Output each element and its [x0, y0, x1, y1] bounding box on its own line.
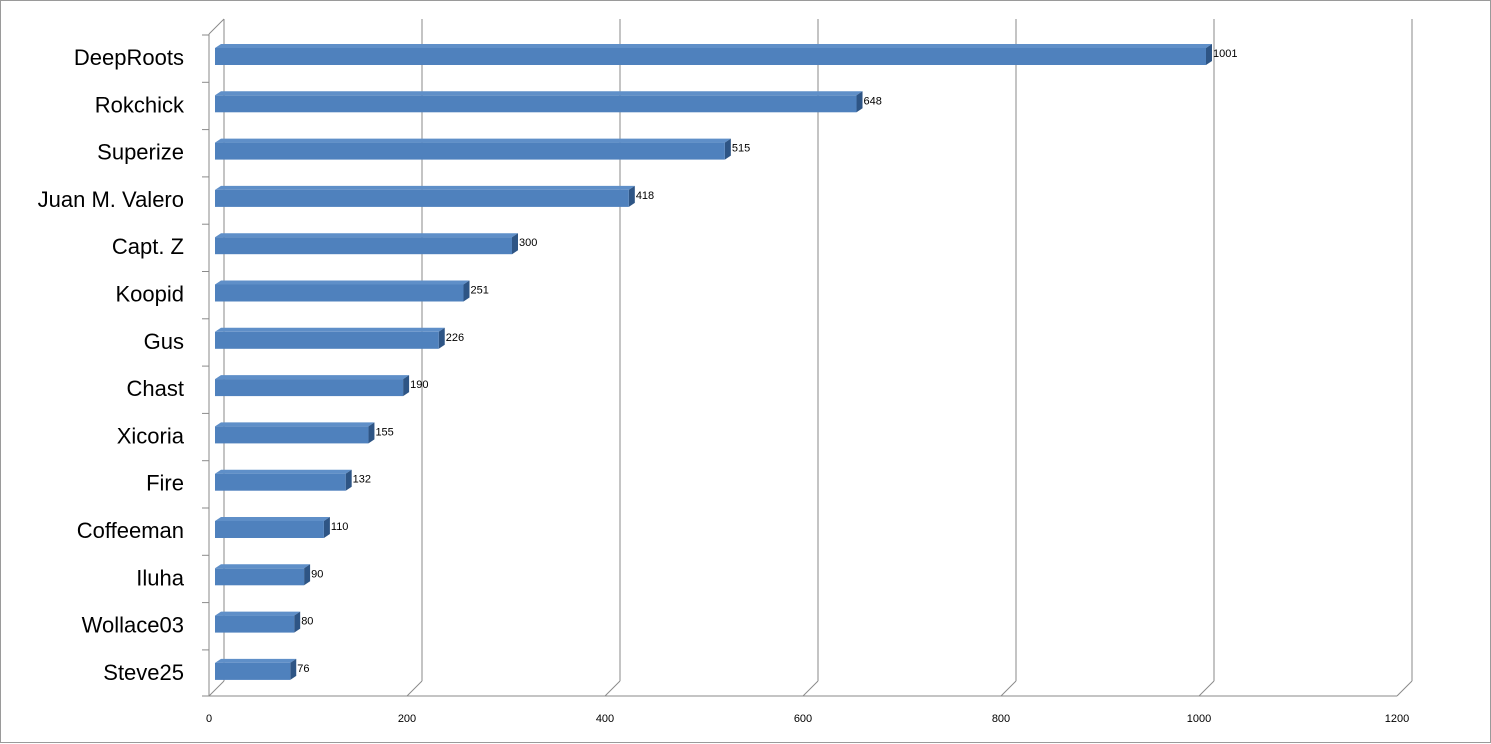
category-label: Superize: [97, 140, 184, 165]
data-label: 300: [519, 237, 537, 249]
bar-top: [215, 91, 863, 96]
bars: [215, 44, 1212, 680]
x-tick-label: 1000: [1187, 713, 1211, 725]
bar: [215, 237, 512, 255]
bar: [215, 426, 369, 444]
bar-top: [215, 185, 635, 190]
bar-top: [215, 375, 410, 380]
floor-tick-line: [406, 680, 423, 697]
bar: [215, 615, 295, 633]
data-label: 90: [311, 568, 323, 580]
x-tick-label: 600: [794, 713, 812, 725]
bar: [215, 142, 725, 160]
bar-top: [215, 658, 297, 663]
bar-top: [215, 564, 311, 569]
floor-tick-line: [208, 680, 225, 697]
bar: [215, 521, 324, 538]
x-tick-label: 800: [992, 713, 1010, 725]
category-label: Steve25: [103, 660, 184, 685]
category-label: Iluha: [136, 565, 184, 590]
bar: [215, 379, 404, 397]
data-label: 1001: [1213, 48, 1237, 60]
data-label: 155: [375, 426, 393, 438]
bar-top: [215, 280, 470, 285]
data-label: 132: [353, 474, 371, 486]
data-label: 226: [446, 332, 464, 344]
bar-top: [215, 233, 518, 238]
data-label: 418: [636, 190, 654, 202]
bar-top: [215, 327, 445, 332]
bar-side: [294, 611, 301, 633]
category-label: Koopid: [115, 282, 184, 307]
category-label: Coffeeman: [77, 518, 184, 543]
floor-tick-line: [1198, 680, 1215, 697]
gridlines: [208, 19, 1413, 697]
data-label: 648: [864, 95, 882, 107]
category-label: Rokchick: [95, 92, 185, 117]
bar-side: [323, 517, 330, 538]
category-label: Xicoria: [117, 423, 185, 448]
x-tick-label: 200: [398, 713, 416, 725]
bar: [215, 284, 464, 302]
bar-top: [215, 138, 731, 143]
category-label: Chast: [127, 376, 184, 401]
bar: [215, 95, 857, 113]
data-label: 110: [331, 521, 349, 533]
category-label: Fire: [146, 471, 184, 496]
floor-tick-line: [1000, 680, 1017, 697]
data-label: 80: [301, 616, 313, 628]
category-label: Wollace03: [82, 613, 184, 638]
bar-side: [856, 91, 863, 113]
data-label: 515: [732, 143, 750, 155]
labels: 0 200 400 600 800 1000 1200 1001 DeepRoots 648 Rok…: [38, 45, 1410, 725]
floor-tick-line: [604, 680, 621, 697]
floor-tick-line: [1396, 680, 1413, 697]
data-label: 251: [470, 285, 488, 297]
bar-side: [403, 375, 410, 397]
bar-side: [368, 422, 375, 444]
bar-top: [215, 469, 352, 474]
bar-side: [304, 564, 311, 586]
bar-side: [438, 327, 445, 349]
bar-top: [215, 422, 375, 427]
bar: [215, 189, 629, 207]
category-label: Juan M. Valero: [38, 187, 184, 212]
bar-side: [345, 469, 352, 491]
x-tick-label: 0: [206, 713, 212, 725]
data-label: 190: [410, 379, 428, 391]
bar: [215, 662, 291, 680]
category-label: Gus: [144, 329, 184, 354]
bar-top: [215, 44, 1212, 48]
floor-tick-line: [802, 680, 819, 697]
category-label: DeepRoots: [74, 45, 184, 70]
bar-top: [215, 517, 330, 521]
bar-side: [512, 233, 518, 255]
data-label: 76: [297, 663, 309, 675]
x-tick-label: 1200: [1385, 713, 1409, 725]
category-label: Capt. Z: [112, 234, 184, 259]
bar-side: [628, 185, 635, 207]
bar-side: [724, 138, 731, 160]
y-axis-top: [208, 18, 225, 35]
axes: [202, 18, 1397, 697]
bar-top: [215, 611, 301, 616]
x-tick-label: 400: [596, 713, 614, 725]
bar: [215, 331, 439, 349]
bar-side: [1205, 44, 1212, 65]
bar: [215, 473, 346, 491]
bar-side: [463, 280, 470, 302]
bar: [215, 568, 305, 586]
bar: [215, 48, 1206, 65]
bar-side: [290, 658, 297, 680]
